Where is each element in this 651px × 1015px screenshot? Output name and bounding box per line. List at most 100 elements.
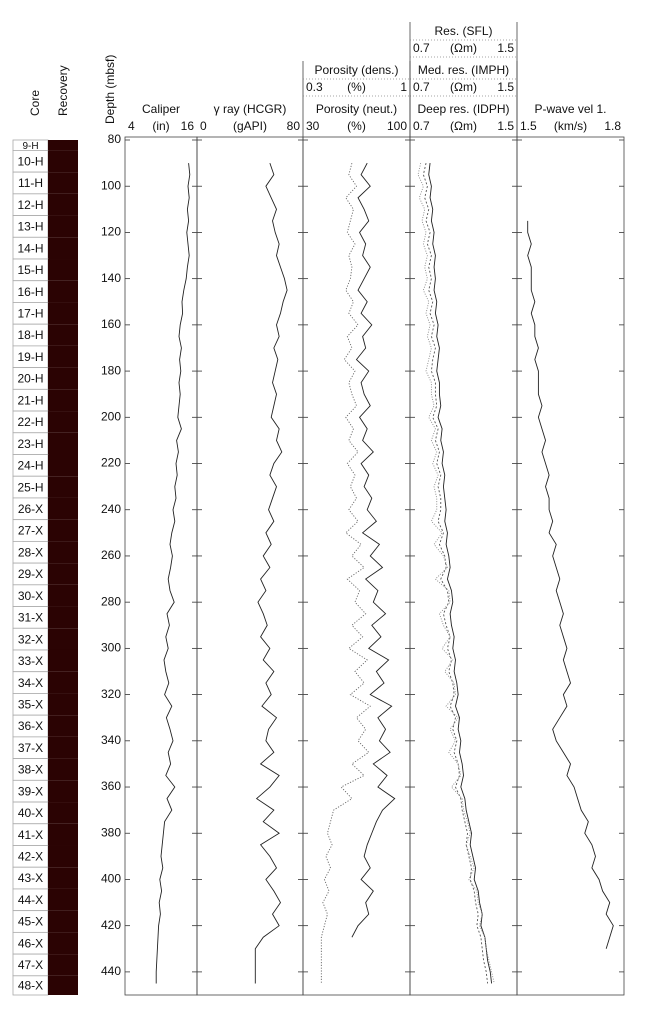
track-frame — [196, 136, 304, 996]
recovery-bar — [48, 497, 78, 520]
y-tick-label: 80 — [108, 132, 122, 146]
recovery-header: Recovery — [56, 65, 70, 116]
recovery-bar — [48, 172, 78, 194]
scale-min: 0.7 — [413, 41, 430, 55]
core-label: 48-X — [18, 979, 43, 993]
core-label: 16-H — [17, 285, 43, 299]
recovery-bar — [48, 845, 78, 868]
core-label: 38-X — [18, 763, 43, 777]
recovery-bar — [48, 867, 78, 889]
scale-min: 0.7 — [413, 80, 430, 94]
y-tick-label: 340 — [101, 733, 121, 747]
recovery-bar — [48, 563, 78, 585]
y-tick-label: 360 — [101, 779, 121, 793]
recovery-bar — [48, 237, 78, 260]
core-label: 46-X — [18, 936, 43, 950]
scale-max: 80 — [287, 119, 301, 133]
core-label: 37-X — [18, 741, 43, 755]
core-label: 35-X — [18, 697, 43, 711]
core-label: 27-X — [18, 524, 43, 538]
y-tick-label: 400 — [101, 872, 121, 886]
y-tick-label: 420 — [101, 918, 121, 932]
core-label: 17-H — [17, 306, 43, 320]
y-tick-label: 280 — [101, 594, 121, 608]
track-frame — [302, 136, 411, 996]
scale-max: 100 — [387, 119, 407, 133]
core-label: 9-H — [22, 141, 38, 152]
recovery-bar — [48, 606, 78, 629]
log-curve — [527, 220, 614, 949]
log-curve — [351, 162, 396, 938]
recovery-bar — [48, 519, 78, 542]
core-label: 14-H — [17, 241, 43, 255]
recovery-bar — [48, 280, 78, 303]
recovery-bar — [48, 345, 78, 368]
y-tick-label: 220 — [101, 456, 121, 470]
recovery-bar — [48, 140, 78, 151]
recovery-bar — [48, 150, 78, 173]
log-curve — [422, 163, 489, 984]
scale-unit: (in) — [152, 119, 169, 133]
core-label: 26-X — [18, 502, 43, 516]
y-tick-label: 240 — [101, 502, 121, 516]
y-tick-label: 140 — [101, 271, 121, 285]
recovery-bar — [48, 432, 78, 455]
core-label: 45-X — [18, 915, 43, 929]
scale-min: 0 — [200, 119, 207, 133]
core-label: 28-X — [18, 545, 43, 559]
scale-max: 16 — [181, 119, 195, 133]
y-tick-label: 440 — [101, 964, 121, 978]
track-frame — [409, 136, 518, 996]
log-curve — [155, 163, 191, 984]
core-label: 41-X — [18, 828, 43, 842]
y-tick-label: 120 — [101, 225, 121, 239]
recovery-bar — [48, 628, 78, 650]
recovery-bar — [48, 736, 78, 759]
recovery-bar — [48, 888, 78, 911]
recovery-bar — [48, 910, 78, 933]
core-label: 12-H — [17, 198, 43, 212]
y-tick-label: 100 — [101, 178, 121, 192]
recovery-bar — [48, 758, 78, 781]
core-label: 22-H — [17, 415, 43, 429]
y-tick-label: 160 — [101, 317, 121, 331]
recovery-bar — [48, 802, 78, 824]
recovery-bar — [48, 541, 78, 564]
scale-min: 0.7 — [413, 119, 430, 133]
recovery-bar — [48, 302, 78, 325]
recovery-bar — [48, 367, 78, 390]
recovery-bar — [48, 193, 78, 216]
track-title: Deep res. (IDPH) — [417, 102, 509, 116]
core-label: 43-X — [18, 871, 43, 885]
recovery-bar — [48, 259, 78, 281]
core-label: 44-X — [18, 893, 43, 907]
recovery-bar — [48, 411, 78, 433]
core-label: 32-X — [18, 632, 43, 646]
y-tick-label: 300 — [101, 641, 121, 655]
log-curve — [320, 162, 372, 984]
track-frame — [124, 136, 198, 996]
recovery-bar — [48, 671, 78, 694]
scale-unit: (gAPI) — [233, 119, 267, 133]
recovery-bar — [48, 975, 78, 995]
recovery-bar — [48, 715, 78, 737]
core-label: 42-X — [18, 850, 43, 864]
core-label: 25-H — [17, 480, 43, 494]
core-label: 31-X — [18, 611, 43, 625]
scale-max: 1 — [400, 80, 407, 94]
recovery-bar — [48, 649, 78, 672]
scale-max: 1.8 — [604, 119, 621, 133]
scale-min: 4 — [128, 119, 135, 133]
recovery-bar — [48, 954, 78, 976]
core-label: 29-X — [18, 567, 43, 581]
y-tick-label: 380 — [101, 825, 121, 839]
scale-max: 1.5 — [497, 80, 514, 94]
recovery-bar — [48, 454, 78, 477]
recovery-bar — [48, 932, 78, 955]
recovery-bar — [48, 823, 78, 846]
core-label: 20-H — [17, 372, 43, 386]
scale-min: 0.3 — [306, 80, 323, 94]
core-label: 33-X — [18, 654, 43, 668]
scale-unit: (%) — [347, 80, 366, 94]
